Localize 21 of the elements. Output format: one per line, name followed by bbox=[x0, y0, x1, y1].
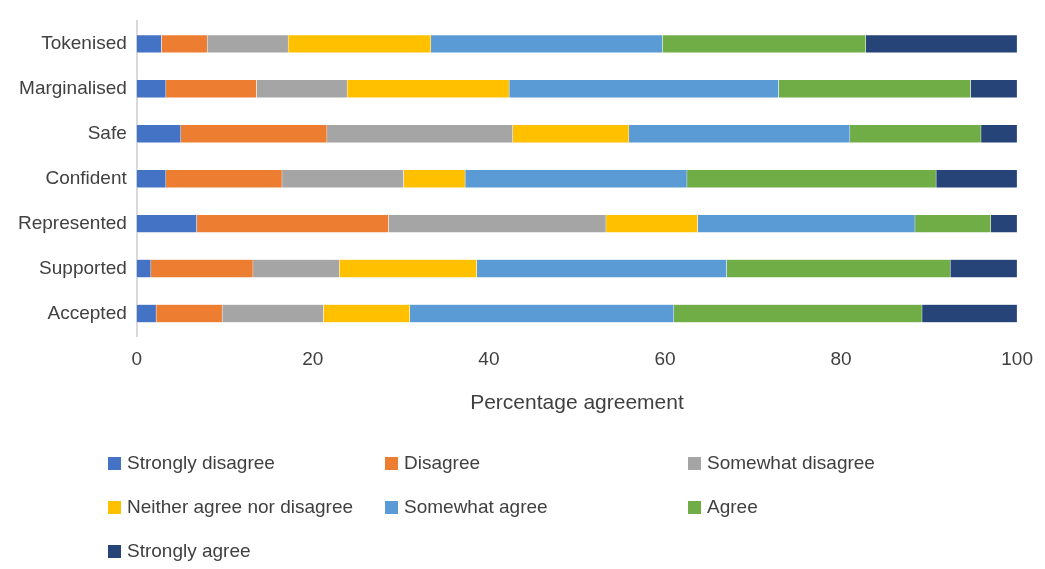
legend-label: Agree bbox=[707, 496, 758, 518]
y-tick-label: Marginalised bbox=[19, 77, 127, 99]
y-tick-label: Tokenised bbox=[41, 32, 127, 54]
x-tick-label: 80 bbox=[830, 347, 852, 369]
y-tick-label: Accepted bbox=[47, 301, 127, 323]
y-tick-label: Safe bbox=[87, 121, 127, 143]
legend-label: Neither agree nor disagree bbox=[127, 496, 354, 518]
x-tick-label: 60 bbox=[654, 347, 676, 369]
x-tick-label: 20 bbox=[302, 347, 324, 369]
x-tick-label: 100 bbox=[1001, 347, 1033, 369]
y-tick-label: Supported bbox=[39, 256, 127, 278]
y-tick-label: Confident bbox=[45, 166, 128, 188]
y-tick-label: Represented bbox=[18, 211, 127, 233]
legend-label: Strongly agree bbox=[127, 540, 251, 562]
x-tick-label: 40 bbox=[478, 347, 500, 369]
legend-label: Disagree bbox=[404, 452, 481, 474]
x-tick-label: 0 bbox=[131, 347, 143, 369]
x-axis-title: Percentage agreement bbox=[470, 390, 684, 414]
legend-label: Somewhat agree bbox=[404, 496, 548, 518]
legend-label: Somewhat disagree bbox=[707, 452, 875, 474]
legend-label: Strongly disagree bbox=[127, 452, 275, 474]
